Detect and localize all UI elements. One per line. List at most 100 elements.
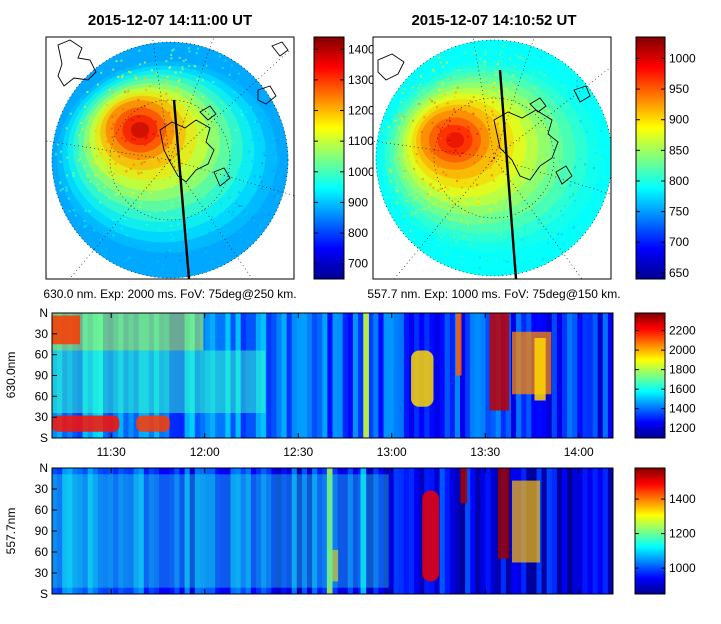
allsky-speckle xyxy=(196,175,199,178)
allsky-speckle xyxy=(171,130,174,133)
keogram-column xyxy=(546,468,553,594)
keogram-column xyxy=(562,468,568,594)
allsky-557-image xyxy=(375,40,611,276)
allsky-speckle xyxy=(221,66,224,69)
allsky-speckle xyxy=(529,208,532,211)
keogram-column xyxy=(378,313,385,438)
keogram-column xyxy=(256,468,262,594)
allsky-speckle xyxy=(426,193,429,196)
allsky-speckle xyxy=(484,257,487,260)
allsky-speckle xyxy=(117,192,120,195)
keogram-xtick-label: 12:30 xyxy=(283,445,313,459)
allsky-speckle xyxy=(539,70,542,73)
allsky-speckle xyxy=(469,100,472,103)
allsky-speckle xyxy=(176,258,179,261)
allsky-speckle xyxy=(112,234,115,237)
allsky-speckle xyxy=(228,210,231,213)
allsky-speckle xyxy=(497,146,500,149)
allsky-speckle xyxy=(164,123,167,126)
allsky-speckle xyxy=(152,133,155,136)
allsky-speckle xyxy=(483,146,486,149)
keogram-column xyxy=(388,468,395,594)
allsky-speckle xyxy=(467,224,470,227)
allsky-speckle xyxy=(222,168,225,171)
allsky-speckle xyxy=(512,182,515,185)
allsky-speckle xyxy=(200,195,203,198)
allsky-speckle xyxy=(94,174,97,177)
allsky-speckle xyxy=(530,188,533,191)
allsky-speckle xyxy=(159,187,162,190)
allsky-speckle xyxy=(445,174,448,177)
allsky-speckle xyxy=(165,100,168,103)
keogram-column xyxy=(480,313,487,438)
allsky-speckle xyxy=(584,163,587,166)
keogram-column xyxy=(271,468,277,594)
allsky-speckle xyxy=(515,186,518,189)
allsky-speckle xyxy=(170,141,173,144)
allsky-speckle xyxy=(246,121,249,124)
allsky-speckle xyxy=(111,218,114,221)
allsky-speckle xyxy=(483,63,486,66)
allsky-speckle xyxy=(400,117,403,120)
allsky-speckle xyxy=(239,230,242,233)
allsky-557-grid xyxy=(373,37,611,279)
keogram-column xyxy=(607,313,613,438)
allsky-speckle xyxy=(124,217,127,220)
allsky-speckle xyxy=(263,154,266,157)
allsky-speckle xyxy=(120,227,123,230)
allsky-speckle xyxy=(233,209,236,212)
allsky-speckle xyxy=(144,137,147,140)
allsky-speckle xyxy=(495,115,498,118)
keogram-630-axes: N 30 60 90 60 30 S 11:30 12:00 12:30 13:00 13:30 14:… xyxy=(35,306,594,459)
keogram-column xyxy=(562,313,568,438)
keogram-column xyxy=(470,313,476,438)
allsky-speckle xyxy=(198,229,201,232)
allsky-speckle xyxy=(464,207,467,210)
allsky-speckle xyxy=(219,165,222,168)
keogram-column xyxy=(485,313,492,438)
allsky-speckle xyxy=(524,99,527,102)
allsky-speckle xyxy=(239,150,242,153)
allsky-speckle xyxy=(536,87,539,90)
allsky-speckle xyxy=(118,155,121,158)
allsky-speckle xyxy=(530,192,533,195)
allsky-speckle xyxy=(112,68,115,71)
keogram-column xyxy=(373,313,379,438)
allsky-speckle xyxy=(478,267,481,270)
allsky-speckle xyxy=(252,215,255,218)
allsky-speckle xyxy=(149,184,152,187)
colorbar-tick-label: 1300 xyxy=(348,73,375,87)
keogram-column xyxy=(602,313,609,438)
allsky-speckle xyxy=(243,241,246,244)
keogram-630-panel: N 30 60 90 60 30 S 11:30 12:00 12:30 13:00 13:30 14:… xyxy=(4,306,696,459)
allsky-speckle xyxy=(464,51,467,54)
allsky-speckle xyxy=(509,57,512,60)
allsky-speckle xyxy=(387,141,390,144)
allsky-speckle xyxy=(448,134,451,137)
keogram-column xyxy=(240,468,247,594)
allsky-speckle xyxy=(473,265,476,268)
allsky-speckle xyxy=(542,157,545,160)
allsky-speckle xyxy=(415,211,418,214)
allsky-speckle xyxy=(269,105,272,108)
allsky-speckle xyxy=(171,235,174,238)
allsky-speckle xyxy=(600,191,603,194)
allsky-speckle xyxy=(423,116,426,119)
keogram-ytick-label: S xyxy=(40,431,48,445)
keogram-column xyxy=(572,313,578,438)
allsky-speckle xyxy=(254,131,257,134)
keogram-column xyxy=(587,313,594,438)
allsky-speckle xyxy=(133,138,136,141)
allsky-speckle xyxy=(463,235,466,238)
keogram-column xyxy=(439,468,446,594)
allsky-speckle xyxy=(441,82,444,85)
allsky-speckle xyxy=(210,208,213,211)
allsky-speckle xyxy=(172,48,175,51)
allsky-speckle xyxy=(257,138,260,141)
allsky-speckle xyxy=(442,196,445,199)
keogram-column xyxy=(403,313,410,438)
allsky-speckle xyxy=(127,89,130,92)
allsky-speckle xyxy=(274,175,277,178)
keogram-ytick-label: N xyxy=(39,461,48,475)
colorbar-tick-label: 950 xyxy=(669,82,689,96)
